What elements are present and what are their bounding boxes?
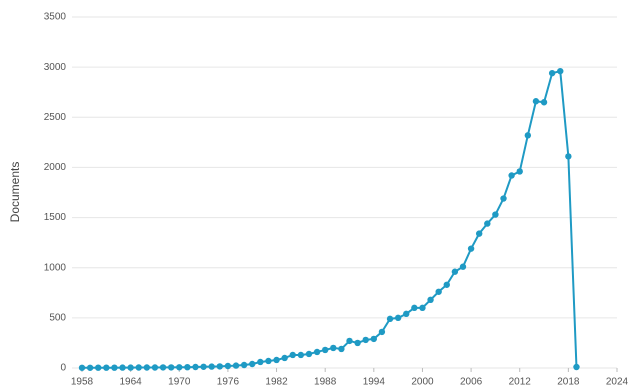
data-point <box>435 288 442 295</box>
data-point <box>184 363 191 371</box>
y-tick-label: 3500 <box>44 12 67 23</box>
data-point <box>346 337 353 345</box>
data-point <box>403 310 410 318</box>
data-point <box>281 354 288 362</box>
data-point <box>103 364 110 371</box>
data-point <box>411 304 418 312</box>
data-point <box>370 335 378 343</box>
data-point <box>565 153 572 160</box>
data-point <box>135 364 142 371</box>
x-tick-label: 2012 <box>509 377 532 388</box>
data-point <box>176 364 183 371</box>
data-point <box>330 344 337 352</box>
data-point <box>548 69 556 77</box>
data-point <box>557 67 564 75</box>
data-point <box>192 363 199 371</box>
data-point <box>386 315 394 323</box>
data-point <box>289 351 296 359</box>
y-tick-label: 1000 <box>44 262 67 273</box>
data-point <box>151 364 159 371</box>
data-point <box>427 296 434 304</box>
y-tick-label: 3000 <box>44 62 67 73</box>
data-point <box>508 172 515 179</box>
data-point <box>354 339 361 347</box>
data-point <box>484 220 491 227</box>
data-point <box>532 98 540 105</box>
data-point <box>459 263 467 270</box>
data-point <box>224 362 232 370</box>
data-point <box>443 281 450 288</box>
y-tick-label: 2500 <box>44 112 67 123</box>
data-point <box>500 195 507 202</box>
data-point <box>313 348 321 356</box>
x-tick-label: 1976 <box>217 377 240 388</box>
data-point <box>216 363 224 370</box>
x-tick-label: 1988 <box>314 377 337 388</box>
data-point <box>451 268 459 275</box>
data-point <box>378 328 386 336</box>
x-tick-label: 1958 <box>71 377 94 388</box>
x-tick-label: 2006 <box>460 377 483 388</box>
data-point <box>475 230 483 237</box>
data-point <box>240 361 248 369</box>
data-point <box>492 211 499 218</box>
data-point <box>159 364 167 371</box>
y-tick-label: 1500 <box>44 212 67 223</box>
x-tick-label: 1994 <box>363 377 386 388</box>
y-axis-label: Documents <box>8 162 22 223</box>
x-tick-label: 2024 <box>606 377 629 388</box>
data-point <box>524 132 532 139</box>
x-tick-label: 1970 <box>168 377 191 388</box>
data-point <box>232 362 240 369</box>
data-point <box>305 350 313 358</box>
data-point <box>78 364 86 371</box>
data-point <box>111 364 118 371</box>
y-tick-label: 2000 <box>44 162 67 173</box>
data-point <box>321 346 329 354</box>
x-tick-label: 2018 <box>557 377 580 388</box>
data-point <box>127 364 134 371</box>
data-line <box>82 69 578 369</box>
data-point <box>338 345 345 353</box>
y-tick-label: 0 <box>60 363 66 374</box>
data-point <box>249 360 256 368</box>
data-point <box>265 357 272 365</box>
y-tick-label: 500 <box>49 312 66 323</box>
x-tick-label: 1964 <box>120 377 143 388</box>
data-point <box>86 364 94 371</box>
data-point <box>208 363 215 370</box>
data-point <box>273 356 280 364</box>
data-point <box>297 351 305 359</box>
x-tick-label: 2000 <box>411 377 434 388</box>
data-point <box>167 364 175 371</box>
data-point <box>394 314 402 322</box>
data-point <box>516 168 523 175</box>
data-point <box>257 358 264 366</box>
data-point <box>573 363 580 371</box>
data-point <box>143 364 151 371</box>
data-point <box>362 336 369 344</box>
data-point <box>419 304 426 312</box>
data-point <box>540 99 548 106</box>
data-point <box>119 364 126 371</box>
data-point <box>467 245 475 252</box>
x-tick-label: 1982 <box>265 377 288 388</box>
data-point <box>200 363 207 370</box>
data-point <box>95 364 102 371</box>
